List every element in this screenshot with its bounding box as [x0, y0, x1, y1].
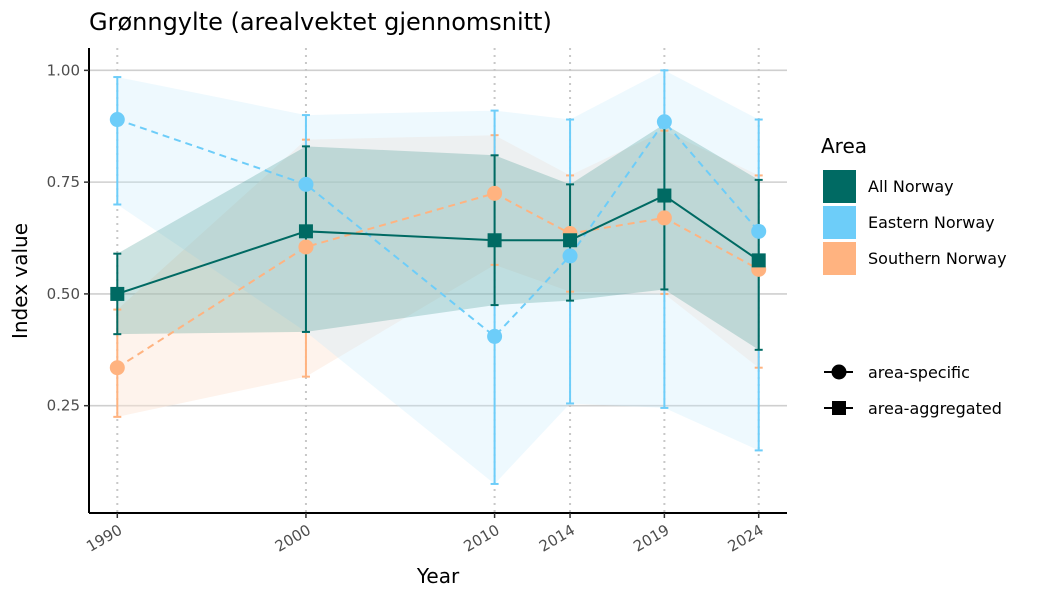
y-tick-label: 0.25 — [47, 397, 80, 415]
y-tick-label: 0.50 — [47, 285, 80, 303]
series-line-eastern-norway — [116, 118, 760, 338]
data-point-square — [751, 253, 766, 268]
x-tick-label: 2000 — [272, 521, 314, 556]
chart-title: Grønngylte (arealvektet gjennomsnitt) — [89, 8, 552, 36]
legend-square-marker — [832, 401, 846, 415]
data-point-circle — [656, 210, 672, 226]
x-tick-label: 2019 — [630, 521, 672, 556]
data-point-square — [298, 224, 313, 239]
error-bar — [113, 76, 122, 206]
legend-swatch — [823, 242, 856, 275]
data-point-square — [110, 286, 125, 301]
data-point-circle — [109, 112, 125, 128]
data-point-square — [487, 233, 502, 248]
legend-shape-label: area-aggregated — [868, 399, 1002, 418]
y-tick-label: 1.00 — [47, 61, 80, 79]
y-axis-title: Index value — [8, 223, 32, 339]
legend-title: Area — [821, 134, 867, 158]
series-line-southern-norway — [116, 192, 760, 369]
data-point-circle — [298, 176, 314, 192]
legend-swatch — [823, 206, 856, 239]
data-point-circle — [656, 114, 672, 130]
legend-label: Eastern Norway — [868, 213, 995, 232]
legend-label: Southern Norway — [868, 249, 1007, 268]
data-point-square — [657, 188, 672, 203]
error-bar — [490, 154, 499, 307]
data-point-square — [563, 233, 578, 248]
x-tick-label: 2024 — [725, 521, 767, 556]
data-point-circle — [487, 328, 503, 344]
data-point-circle — [298, 239, 314, 255]
x-axis-title: Year — [416, 564, 460, 588]
legend-swatch — [823, 170, 856, 203]
data-point-circle — [109, 360, 125, 376]
x-tick-label: 2014 — [536, 521, 578, 556]
plot-area: 0.25 0.50 0.75 1.00 1990 2000 2010 2014 2019 2024 — [47, 48, 787, 556]
legend-shape-label: area-specific — [868, 363, 970, 382]
x-tick-label: 1990 — [83, 521, 125, 556]
legend-label: All Norway — [868, 177, 954, 196]
data-point-circle — [487, 185, 503, 201]
ribbon-southern-norway — [117, 130, 759, 417]
data-point-circle — [562, 248, 578, 264]
y-tick-label: 0.75 — [47, 173, 80, 191]
data-point-circle — [751, 223, 767, 239]
series-line-all-norway — [116, 194, 760, 295]
legend-circle-marker — [831, 364, 847, 380]
x-tick-label: 2010 — [461, 521, 503, 556]
